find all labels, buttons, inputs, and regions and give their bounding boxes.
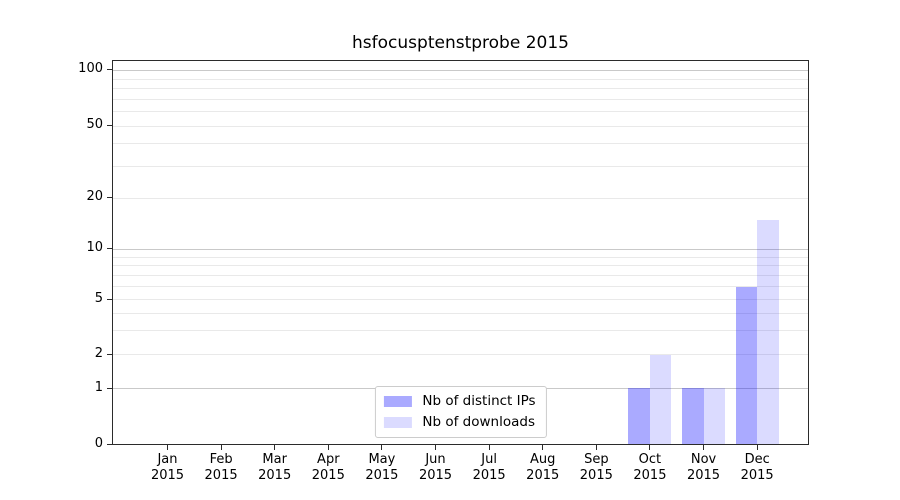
x-label-year-jan-2015: 2015 [150, 468, 185, 483]
legend-swatch-downloads [383, 417, 412, 428]
y-tick-label-0: 0 [94, 436, 103, 451]
x-label-month-jan-2015: Jan [157, 452, 178, 467]
x-tick-label-jun-2015: Jun 2015 [404, 452, 468, 484]
y-tick-50 [107, 124, 112, 126]
y-tick-1 [107, 387, 112, 389]
x-tick-dec-2015 [756, 445, 758, 450]
bar-downloads-oct-2015 [649, 354, 672, 444]
x-label-year-mar-2015: 2015 [258, 468, 292, 483]
legend-swatch-distinct-ips [383, 396, 412, 407]
x-label-month-dec-2015: Dec [744, 452, 770, 467]
gridline-y-80 [113, 88, 808, 90]
gridline-y-6 [113, 286, 808, 288]
y-tick-label-20: 20 [86, 188, 103, 204]
legend-item-downloads: Nb of downloads [383, 414, 535, 431]
plot-area: Nb of distinct IPs Nb of downloads [112, 60, 809, 445]
x-label-month-jun-2015: Jun [425, 452, 446, 467]
gridline-y-20 [113, 197, 808, 199]
y-tick-label-1: 1 [94, 379, 103, 395]
gridline-y-50 [113, 125, 808, 127]
x-label-year-feb-2015: 2015 [204, 468, 238, 483]
gridline-y-70 [113, 98, 808, 100]
x-label-year-dec-2015: 2015 [740, 468, 774, 483]
x-tick-label-mar-2015: Mar 2015 [243, 452, 307, 484]
x-tick-mar-2015 [274, 445, 276, 450]
x-tick-label-oct-2015: Oct 2015 [618, 452, 682, 484]
gridline-y-2 [113, 354, 808, 356]
x-tick-label-nov-2015: Nov 2015 [672, 452, 736, 484]
x-label-year-sep-2015: 2015 [579, 468, 613, 483]
chart-title: hsfocusptenstprobe 2015 [352, 33, 569, 53]
gridline-y-60 [113, 111, 808, 113]
x-label-year-oct-2015: 2015 [633, 468, 667, 483]
x-tick-sep-2015 [595, 445, 597, 450]
y-tick-label-50: 50 [86, 116, 103, 132]
x-label-year-nov-2015: 2015 [686, 468, 721, 483]
x-tick-jun-2015 [435, 445, 436, 450]
gridline-y-4 [113, 312, 808, 314]
y-tick-label-2: 2 [94, 346, 103, 362]
x-label-year-jun-2015: 2015 [418, 468, 453, 483]
bar-distinct-ips-oct-2015 [628, 388, 650, 444]
legend-label-distinct-ips: Nb of distinct IPs [422, 393, 536, 409]
x-tick-apr-2015 [327, 445, 329, 450]
x-label-month-feb-2015: Feb [209, 452, 233, 467]
gridline-y-90 [113, 78, 808, 80]
x-tick-label-may-2015: May 2015 [350, 452, 414, 484]
gridline-y-30 [113, 165, 808, 167]
gridline-y-100 [113, 70, 808, 72]
x-tick-may-2015 [381, 445, 383, 450]
x-tick-oct-2015 [649, 445, 651, 450]
x-tick-feb-2015 [220, 445, 222, 450]
x-label-month-aug-2015: Aug [530, 452, 556, 467]
y-tick-10 [107, 248, 112, 250]
gridline-y-8 [113, 265, 808, 267]
x-label-month-sep-2015: Sep [584, 452, 609, 467]
legend-label-downloads: Nb of downloads [422, 414, 535, 430]
y-tick-0 [107, 444, 112, 445]
bar-distinct-ips-dec-2015 [735, 286, 758, 444]
bar-downloads-dec-2015 [757, 219, 779, 444]
y-tick-label-100: 100 [78, 61, 103, 76]
x-tick-label-apr-2015: Apr 2015 [296, 452, 360, 484]
x-label-month-oct-2015: Oct [638, 452, 662, 467]
x-tick-jan-2015 [166, 445, 168, 450]
x-label-month-nov-2015: Nov [690, 452, 717, 467]
y-tick-2 [107, 354, 112, 356]
x-tick-label-sep-2015: Sep 2015 [564, 452, 628, 484]
x-label-month-jul-2015: Jul [481, 452, 497, 467]
gridline-y-5 [113, 299, 808, 301]
gridline-y-40 [113, 143, 808, 145]
gridline-y-3 [113, 330, 808, 332]
x-label-year-jul-2015: 2015 [472, 468, 506, 483]
x-tick-nov-2015 [703, 445, 705, 450]
bar-distinct-ips-nov-2015 [682, 388, 704, 444]
gridline-y-9 [113, 256, 808, 258]
x-tick-label-jul-2015: Jul 2015 [457, 452, 521, 484]
x-label-year-aug-2015: 2015 [526, 468, 560, 483]
x-label-month-may-2015: May [368, 452, 396, 467]
y-tick-label-5: 5 [94, 291, 103, 306]
y-tick-label-10: 10 [86, 240, 103, 256]
x-tick-label-dec-2015: Dec 2015 [725, 452, 789, 484]
legend-item-distinct-ips: Nb of distinct IPs [383, 393, 536, 410]
x-label-year-apr-2015: 2015 [311, 468, 345, 483]
y-tick-5 [107, 299, 112, 300]
y-tick-100 [107, 69, 112, 70]
x-label-year-may-2015: 2015 [365, 468, 399, 483]
x-tick-aug-2015 [542, 445, 544, 450]
gridline-y-10 [113, 249, 808, 251]
x-tick-label-jan-2015: Jan 2015 [135, 452, 199, 484]
x-label-month-apr-2015: Apr [317, 452, 340, 467]
x-tick-label-feb-2015: Feb 2015 [189, 452, 253, 484]
bar-downloads-nov-2015 [703, 388, 726, 444]
x-tick-label-aug-2015: Aug 2015 [511, 452, 575, 484]
y-tick-20 [107, 196, 112, 198]
legend: Nb of distinct IPs Nb of downloads [374, 386, 547, 438]
x-label-month-mar-2015: Mar [262, 452, 287, 467]
x-tick-jul-2015 [488, 445, 490, 450]
gridline-y-7 [113, 274, 808, 276]
